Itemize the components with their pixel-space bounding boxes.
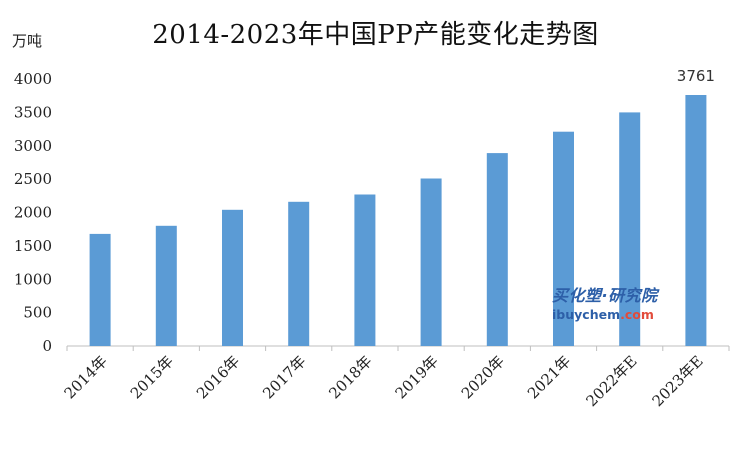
bar [486,153,508,346]
x-tick-label: 2022年E [582,352,640,410]
watermark-cn-text: 买化塑·研究院 [552,286,658,305]
bar [685,95,707,346]
watermark-logo: 买化塑·研究院 ibuychem.com [552,282,658,322]
x-tick-label: 2023年E [649,352,707,410]
y-tick-label: 500 [23,304,52,322]
watermark-en-suffix: .com [620,307,654,322]
x-tick-label: 2015年 [127,352,177,402]
bar [354,194,376,346]
y-tick-label: 4000 [14,70,52,88]
y-axis-unit-label: 万吨 [12,32,43,50]
data-label: 3761 [677,67,715,85]
x-tick-label: 2021年 [524,352,574,402]
watermark-en-text: ibuychem.com [552,307,658,322]
x-tick-label: 2014年 [61,352,111,402]
y-tick-label: 2000 [14,204,52,222]
y-tick-label: 3500 [14,103,52,121]
bar [222,209,243,346]
bar [619,112,641,347]
y-tick-label: 3000 [14,137,52,155]
y-tick-label: 2500 [14,170,52,188]
y-tick-label: 1000 [14,270,52,288]
x-tick-label: 2017年 [259,352,309,402]
bar [288,201,310,346]
chart-title: 2014-2023年中国PP产能变化走势图 [152,20,599,50]
x-tick-label: 2018年 [325,352,375,402]
x-tick-label: 2020年 [458,352,508,402]
bar [553,131,574,346]
y-tick-label: 1500 [14,237,52,255]
y-tick-label: 0 [42,337,52,355]
bar [89,233,111,346]
x-tick-label: 2016年 [193,352,243,402]
bar [420,178,442,346]
x-tick-label: 2019年 [392,352,442,402]
watermark-en-main: ibuychem [552,307,621,322]
bar [155,225,177,346]
